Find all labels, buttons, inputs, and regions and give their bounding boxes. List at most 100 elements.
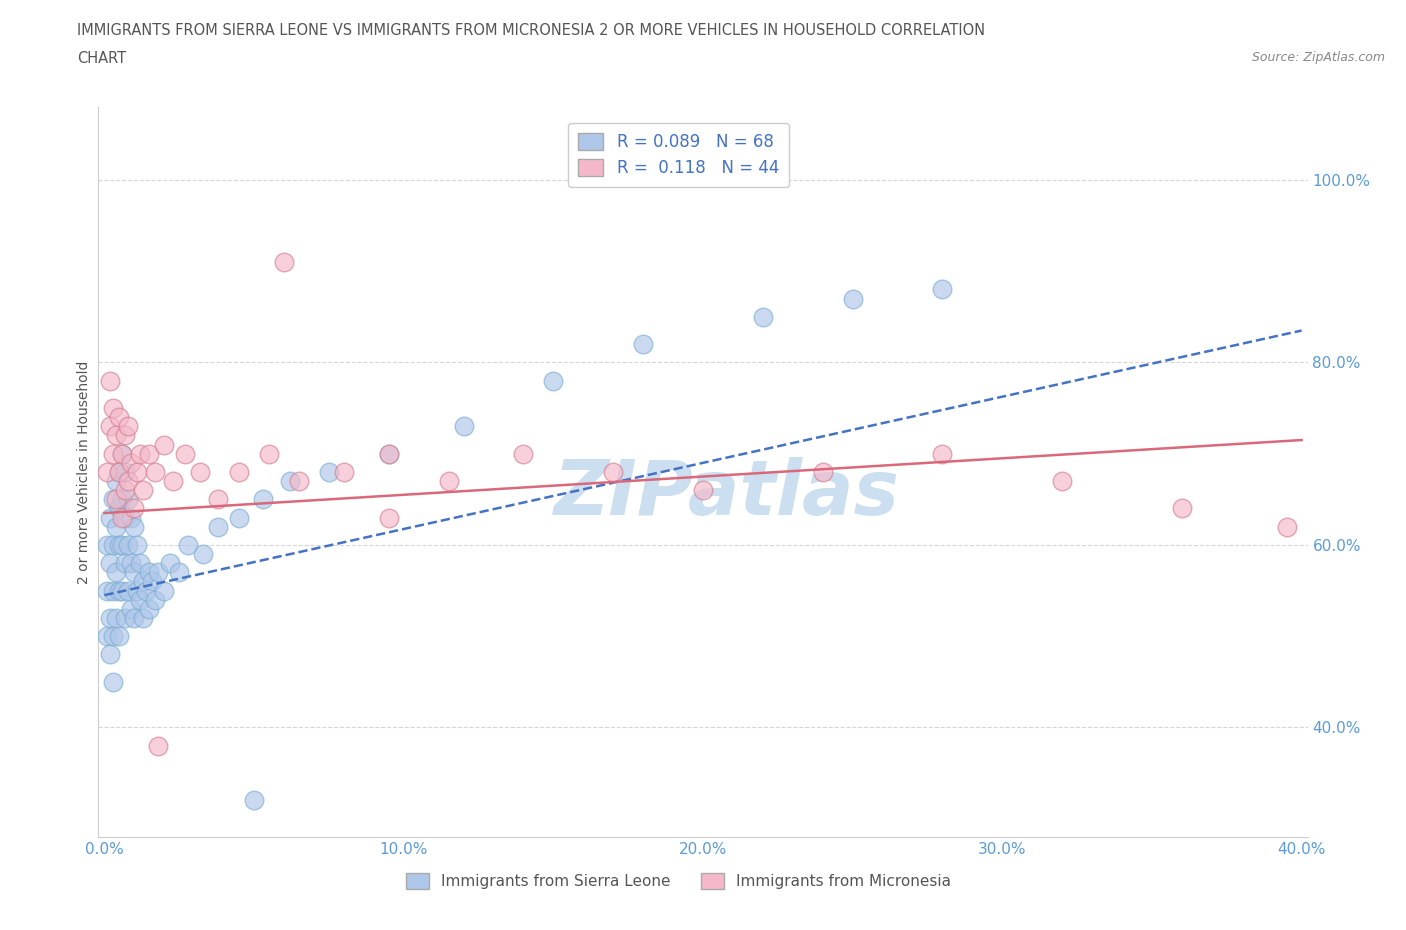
Point xyxy=(117,538,139,552)
Point xyxy=(108,538,131,552)
Point xyxy=(138,602,160,617)
Point xyxy=(153,583,176,598)
Point xyxy=(111,446,134,461)
Point xyxy=(103,583,125,598)
Point xyxy=(120,456,142,471)
Point xyxy=(103,674,125,689)
Legend: Immigrants from Sierra Leone, Immigrants from Micronesia: Immigrants from Sierra Leone, Immigrants… xyxy=(401,867,957,895)
Point xyxy=(124,611,146,626)
Point xyxy=(103,629,125,644)
Point xyxy=(108,465,131,480)
Y-axis label: 2 or more Vehicles in Household: 2 or more Vehicles in Household xyxy=(77,360,91,584)
Point xyxy=(1050,473,1073,488)
Point xyxy=(602,465,624,480)
Point xyxy=(105,519,128,534)
Point xyxy=(148,565,170,579)
Point xyxy=(138,446,160,461)
Point xyxy=(111,538,134,552)
Point xyxy=(143,465,166,480)
Point xyxy=(100,556,122,571)
Point xyxy=(100,611,122,626)
Point xyxy=(512,446,534,461)
Point xyxy=(228,465,250,480)
Point xyxy=(129,556,152,571)
Point xyxy=(252,492,274,507)
Point xyxy=(127,465,149,480)
Point xyxy=(631,337,654,352)
Point xyxy=(129,592,152,607)
Point xyxy=(132,574,155,589)
Point xyxy=(108,465,131,480)
Point xyxy=(141,574,163,589)
Point xyxy=(100,511,122,525)
Point xyxy=(108,501,131,516)
Point xyxy=(1275,519,1298,534)
Point xyxy=(127,538,149,552)
Point xyxy=(105,565,128,579)
Point xyxy=(207,519,229,534)
Point xyxy=(117,418,139,433)
Point xyxy=(96,629,118,644)
Text: IMMIGRANTS FROM SIERRA LEONE VS IMMIGRANTS FROM MICRONESIA 2 OR MORE VEHICLES IN: IMMIGRANTS FROM SIERRA LEONE VS IMMIGRAN… xyxy=(77,23,986,38)
Point xyxy=(103,538,125,552)
Point xyxy=(105,473,128,488)
Point xyxy=(453,418,475,433)
Point xyxy=(117,583,139,598)
Point xyxy=(114,611,136,626)
Point xyxy=(96,538,118,552)
Point xyxy=(377,446,399,461)
Point xyxy=(162,473,184,488)
Point xyxy=(114,428,136,443)
Point xyxy=(135,583,157,598)
Point xyxy=(108,410,131,425)
Point xyxy=(931,446,953,461)
Point xyxy=(117,492,139,507)
Point xyxy=(278,473,301,488)
Text: Source: ZipAtlas.com: Source: ZipAtlas.com xyxy=(1251,51,1385,64)
Point xyxy=(117,473,139,488)
Point xyxy=(1171,501,1194,516)
Point xyxy=(114,483,136,498)
Point xyxy=(103,401,125,416)
Point xyxy=(96,583,118,598)
Point xyxy=(228,511,250,525)
Point xyxy=(257,446,280,461)
Point xyxy=(132,483,155,498)
Point xyxy=(124,565,146,579)
Point xyxy=(143,592,166,607)
Point xyxy=(103,492,125,507)
Point xyxy=(148,738,170,753)
Point xyxy=(120,511,142,525)
Point xyxy=(111,583,134,598)
Point xyxy=(273,255,295,270)
Point xyxy=(543,373,565,388)
Point xyxy=(333,465,356,480)
Point xyxy=(193,547,215,562)
Point xyxy=(138,565,160,579)
Point xyxy=(437,473,460,488)
Point xyxy=(129,446,152,461)
Point xyxy=(108,629,131,644)
Point xyxy=(111,446,134,461)
Point xyxy=(931,282,953,297)
Point xyxy=(288,473,311,488)
Point xyxy=(243,793,266,808)
Point xyxy=(377,511,399,525)
Point xyxy=(114,465,136,480)
Text: CHART: CHART xyxy=(77,51,127,66)
Point xyxy=(841,291,863,306)
Point xyxy=(167,565,190,579)
Point xyxy=(153,437,176,452)
Point xyxy=(132,611,155,626)
Text: ZIPatlas: ZIPatlas xyxy=(554,457,900,531)
Point xyxy=(105,428,128,443)
Point xyxy=(188,465,211,480)
Point xyxy=(207,492,229,507)
Point xyxy=(114,556,136,571)
Point xyxy=(752,310,775,325)
Point xyxy=(692,483,714,498)
Point xyxy=(318,465,340,480)
Point xyxy=(100,373,122,388)
Point xyxy=(124,501,146,516)
Point xyxy=(811,465,834,480)
